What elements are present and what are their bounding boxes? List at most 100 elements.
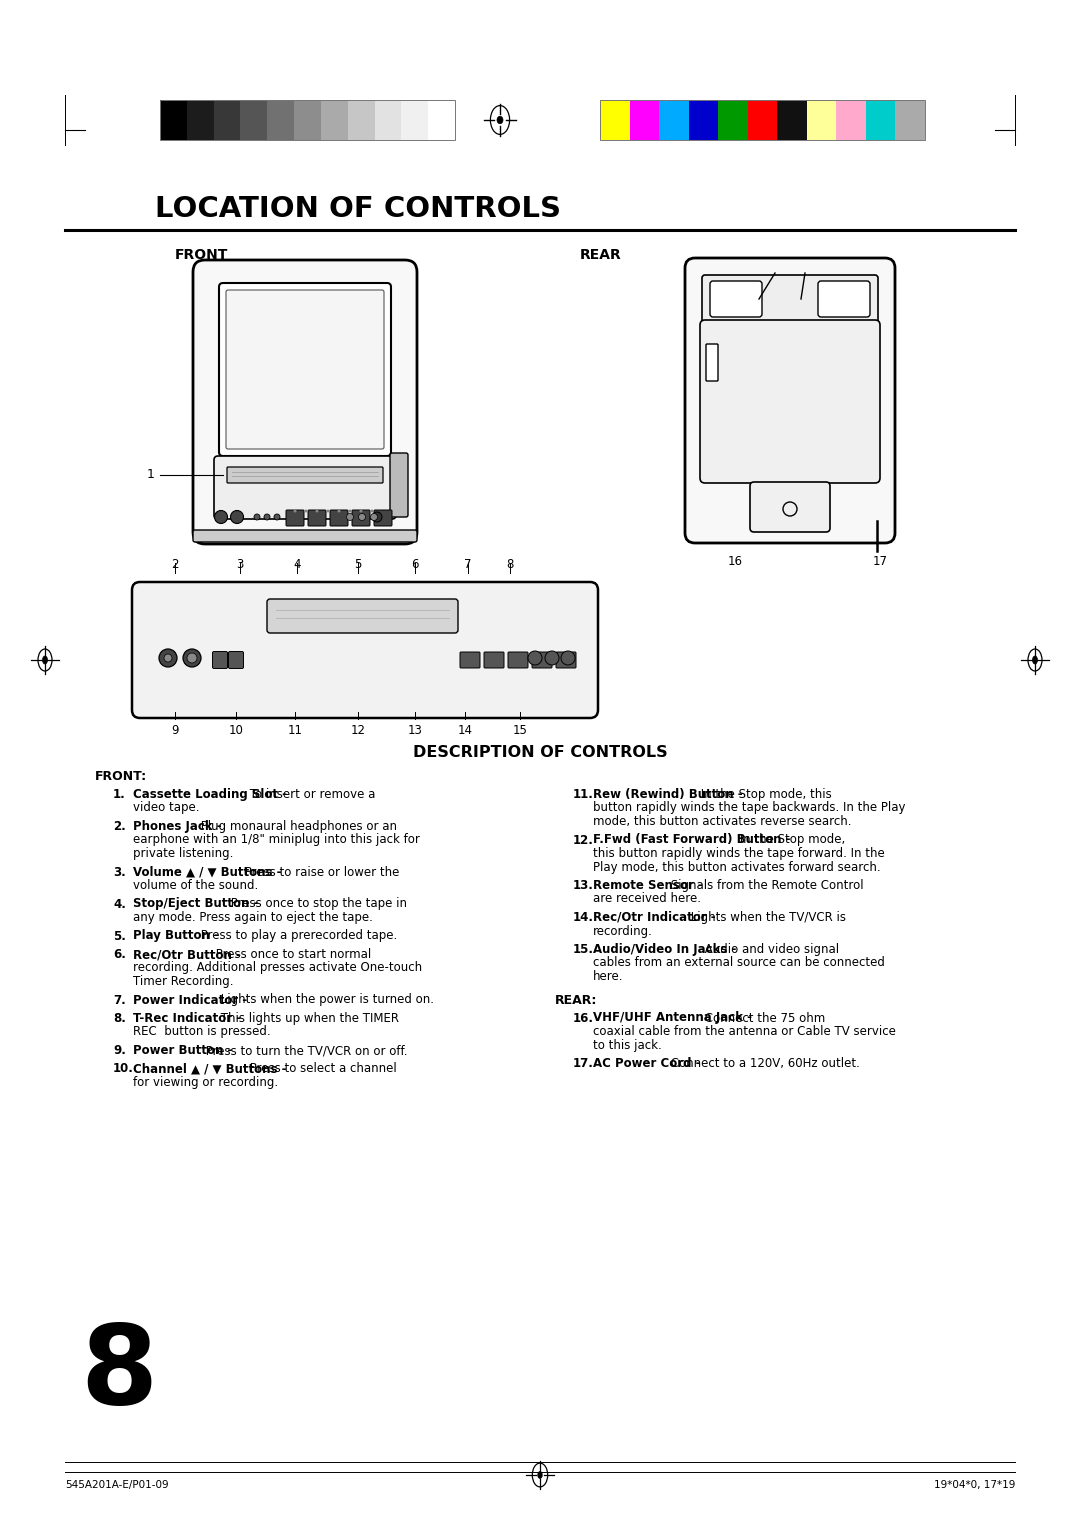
Text: mode, this button activates reverse search.: mode, this button activates reverse sear… bbox=[593, 814, 851, 828]
Text: LOCATION OF CONTROLS: LOCATION OF CONTROLS bbox=[156, 196, 561, 223]
Bar bbox=[160, 99, 455, 141]
Text: 3.: 3. bbox=[113, 865, 125, 879]
Text: here.: here. bbox=[593, 970, 623, 983]
Text: Power Indicator -: Power Indicator - bbox=[133, 993, 247, 1007]
Text: 17: 17 bbox=[873, 555, 888, 568]
FancyBboxPatch shape bbox=[214, 455, 396, 520]
Text: coaxial cable from the antenna or Cable TV service: coaxial cable from the antenna or Cable … bbox=[593, 1025, 896, 1038]
FancyBboxPatch shape bbox=[706, 344, 718, 380]
Text: Lights when the TV/VCR is: Lights when the TV/VCR is bbox=[687, 911, 846, 924]
Text: REC  button is pressed.: REC button is pressed. bbox=[133, 1025, 271, 1039]
FancyBboxPatch shape bbox=[227, 468, 383, 483]
FancyBboxPatch shape bbox=[219, 283, 391, 455]
FancyBboxPatch shape bbox=[308, 510, 326, 526]
Text: Channel ▲ / ▼ Buttons -: Channel ▲ / ▼ Buttons - bbox=[133, 1062, 286, 1076]
Circle shape bbox=[370, 513, 378, 521]
FancyBboxPatch shape bbox=[286, 510, 303, 526]
FancyBboxPatch shape bbox=[685, 258, 895, 542]
Text: 6: 6 bbox=[411, 558, 419, 571]
Text: any mode. Press again to eject the tape.: any mode. Press again to eject the tape. bbox=[133, 911, 373, 924]
Text: private listening.: private listening. bbox=[133, 847, 233, 860]
Text: Rec/Otr Button -: Rec/Otr Button - bbox=[133, 947, 241, 961]
FancyBboxPatch shape bbox=[132, 582, 598, 718]
Text: 14.: 14. bbox=[573, 911, 594, 924]
Text: this button rapidly winds the tape forward. In the: this button rapidly winds the tape forwa… bbox=[593, 847, 885, 860]
Ellipse shape bbox=[1032, 656, 1038, 665]
Text: Signals from the Remote Control: Signals from the Remote Control bbox=[667, 879, 864, 892]
FancyBboxPatch shape bbox=[352, 510, 370, 526]
Bar bbox=[659, 99, 689, 141]
Text: 9: 9 bbox=[172, 724, 179, 736]
Text: 2.: 2. bbox=[113, 821, 125, 833]
FancyBboxPatch shape bbox=[226, 290, 384, 449]
FancyBboxPatch shape bbox=[710, 281, 762, 316]
Ellipse shape bbox=[497, 116, 503, 124]
Bar bbox=[402, 99, 428, 141]
Text: Audio/Video In Jacks -: Audio/Video In Jacks - bbox=[593, 943, 737, 957]
Text: 13: 13 bbox=[407, 724, 422, 736]
FancyBboxPatch shape bbox=[330, 510, 348, 526]
Text: are received here.: are received here. bbox=[593, 892, 701, 906]
Text: 8: 8 bbox=[80, 1320, 158, 1427]
Bar bbox=[807, 99, 836, 141]
Circle shape bbox=[215, 510, 228, 524]
Text: In the Stop mode, this: In the Stop mode, this bbox=[697, 788, 832, 801]
Text: 17.: 17. bbox=[573, 1057, 594, 1070]
Text: This lights up when the TIMER: This lights up when the TIMER bbox=[217, 1012, 399, 1025]
Circle shape bbox=[315, 509, 319, 512]
Text: Play mode, this button activates forward search.: Play mode, this button activates forward… bbox=[593, 860, 880, 874]
Circle shape bbox=[359, 513, 365, 521]
Text: 1: 1 bbox=[147, 469, 156, 481]
Bar bbox=[866, 99, 895, 141]
Text: cables from an external source can be connected: cables from an external source can be co… bbox=[593, 957, 885, 969]
Circle shape bbox=[187, 652, 197, 663]
Text: 1.: 1. bbox=[113, 788, 125, 801]
Text: 13.: 13. bbox=[573, 879, 594, 892]
Text: DESCRIPTION OF CONTROLS: DESCRIPTION OF CONTROLS bbox=[413, 746, 667, 759]
Text: 545A201A-E/P01-09: 545A201A-E/P01-09 bbox=[65, 1481, 168, 1490]
Text: T-Rec Indicator -: T-Rec Indicator - bbox=[133, 1012, 241, 1025]
FancyBboxPatch shape bbox=[818, 281, 870, 316]
Circle shape bbox=[159, 649, 177, 668]
Text: FRONT:: FRONT: bbox=[95, 770, 147, 782]
FancyBboxPatch shape bbox=[229, 651, 243, 669]
Circle shape bbox=[372, 512, 382, 523]
Circle shape bbox=[183, 649, 201, 668]
FancyBboxPatch shape bbox=[532, 652, 552, 668]
Circle shape bbox=[545, 651, 559, 665]
Ellipse shape bbox=[538, 1471, 542, 1479]
FancyBboxPatch shape bbox=[750, 481, 831, 532]
FancyBboxPatch shape bbox=[213, 651, 228, 669]
FancyBboxPatch shape bbox=[508, 652, 528, 668]
FancyBboxPatch shape bbox=[193, 530, 417, 542]
Text: Rec/Otr Indicator -: Rec/Otr Indicator - bbox=[593, 911, 716, 924]
Circle shape bbox=[230, 510, 243, 524]
Circle shape bbox=[274, 513, 280, 520]
Text: 12: 12 bbox=[351, 724, 365, 736]
Text: button rapidly winds the tape backwards. In the Play: button rapidly winds the tape backwards.… bbox=[593, 802, 905, 814]
Text: Stop/Eject Button -: Stop/Eject Button - bbox=[133, 897, 258, 911]
Text: Connect to a 120V, 60Hz outlet.: Connect to a 120V, 60Hz outlet. bbox=[667, 1057, 860, 1070]
Bar bbox=[160, 99, 187, 141]
Bar bbox=[187, 99, 214, 141]
Ellipse shape bbox=[42, 656, 48, 665]
FancyBboxPatch shape bbox=[460, 652, 480, 668]
Bar bbox=[895, 99, 924, 141]
FancyBboxPatch shape bbox=[702, 275, 878, 322]
Bar bbox=[428, 99, 455, 141]
Text: Connect the 75 ohm: Connect the 75 ohm bbox=[702, 1012, 826, 1024]
Circle shape bbox=[347, 513, 353, 521]
Text: Rew (Rewind) Button -: Rew (Rewind) Button - bbox=[593, 788, 743, 801]
Text: 5.: 5. bbox=[113, 929, 126, 943]
Text: 8: 8 bbox=[507, 558, 514, 571]
Text: 19*04*0, 17*19: 19*04*0, 17*19 bbox=[933, 1481, 1015, 1490]
Text: Audio and video signal: Audio and video signal bbox=[702, 943, 839, 957]
Bar bbox=[600, 99, 924, 141]
Text: 2: 2 bbox=[172, 558, 179, 571]
FancyBboxPatch shape bbox=[390, 452, 408, 516]
Bar bbox=[241, 99, 267, 141]
FancyBboxPatch shape bbox=[484, 652, 504, 668]
Text: 6.: 6. bbox=[113, 947, 126, 961]
Bar bbox=[778, 99, 807, 141]
Bar bbox=[718, 99, 747, 141]
